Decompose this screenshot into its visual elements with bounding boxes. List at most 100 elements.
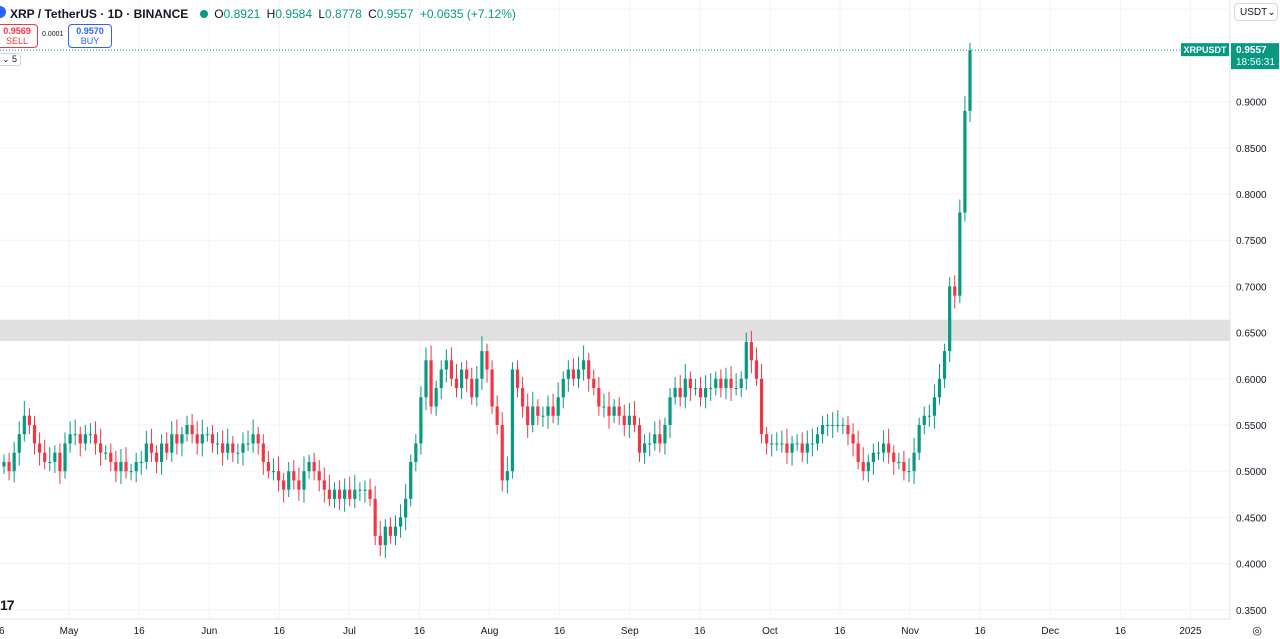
candle-body <box>200 434 204 444</box>
candle-body <box>561 378 565 398</box>
indicators-collapse-button[interactable]: ⌄ 5 <box>0 53 22 66</box>
time-tick-label: 16 <box>134 626 146 637</box>
candle-body <box>180 434 184 444</box>
candle-body <box>226 443 230 453</box>
candle-body <box>648 443 652 445</box>
candle-body <box>190 424 194 435</box>
price-axis-bg <box>1230 0 1280 619</box>
candle-body <box>114 461 118 472</box>
symbol-title[interactable]: XRP / TetherUS · 1D · BINANCE <box>10 7 189 21</box>
candle-body <box>251 434 255 444</box>
candle-body <box>419 397 423 444</box>
candle-body <box>124 461 128 472</box>
candle-body <box>571 369 576 379</box>
candle-body <box>780 443 784 445</box>
candle-body <box>744 341 748 379</box>
candle-body <box>958 212 962 296</box>
candle-body <box>663 424 667 444</box>
candle-body <box>37 443 42 453</box>
candle-body <box>297 480 301 490</box>
resistance-zone <box>0 319 1230 341</box>
candle-body <box>607 406 611 416</box>
time-tick-label: Jun <box>201 626 217 637</box>
candle-body <box>836 424 840 426</box>
candle-body <box>942 351 947 379</box>
sell-price: 0.9569 <box>3 26 31 36</box>
settings-gear-icon[interactable]: ◎ <box>1252 625 1262 637</box>
candle-body <box>826 424 830 426</box>
candle-body <box>287 471 291 490</box>
candle-body <box>368 489 372 499</box>
candle-body <box>729 378 733 389</box>
candle-body <box>256 434 260 444</box>
candle-body <box>709 388 713 390</box>
tradingview-logo[interactable]: 17 <box>0 597 15 613</box>
candle-body <box>500 424 504 481</box>
candle-body <box>221 443 225 453</box>
candle-body <box>332 489 337 499</box>
candle-body <box>139 461 143 463</box>
candle-body <box>592 378 596 389</box>
candle-body <box>241 443 245 453</box>
candle-body <box>541 415 545 417</box>
time-tick-label: Dec <box>1041 626 1059 637</box>
candle-body <box>434 388 438 407</box>
candle-body <box>937 378 942 398</box>
candle-body <box>210 434 215 444</box>
time-tick-label: 16 <box>554 626 566 637</box>
price-tick-label: 0.7500 <box>1236 236 1267 247</box>
candle-body <box>719 378 723 389</box>
chevron-down-icon: ⌄ <box>1267 6 1276 18</box>
candle-body <box>668 397 672 425</box>
candle-body <box>439 369 443 389</box>
candle-body <box>93 434 98 444</box>
candle-body <box>587 360 591 379</box>
buy-button[interactable]: 0.9570 BUY <box>68 24 112 48</box>
open-value: 0.8921 <box>223 7 261 21</box>
candle-body <box>236 452 240 454</box>
candle-body <box>165 443 169 453</box>
candle-body <box>876 452 881 454</box>
candle-body <box>68 434 72 444</box>
candle-body <box>73 434 77 436</box>
candle-body <box>231 443 235 453</box>
symbol-logo-icon[interactable] <box>0 6 6 18</box>
candle-body <box>582 360 586 370</box>
candle-body <box>149 443 154 453</box>
candle-body <box>714 378 718 389</box>
candle-body <box>963 110 967 213</box>
candle-body <box>495 406 499 425</box>
candle-body <box>932 397 937 416</box>
price-tick-label: 0.9000 <box>1236 98 1267 109</box>
time-tick-label: Oct <box>762 626 778 637</box>
candle-body <box>129 471 133 473</box>
candle-body <box>897 461 901 463</box>
candle-body <box>63 443 67 472</box>
candle-body <box>907 471 911 473</box>
price-tick-label: 0.5000 <box>1236 467 1267 478</box>
candle-body <box>515 369 520 389</box>
candle-body <box>317 471 321 481</box>
low-value: 0.8778 <box>325 7 362 21</box>
candle-body <box>653 434 657 444</box>
candle-body <box>348 489 352 499</box>
candle-body <box>7 461 11 472</box>
time-tick-label: 16 <box>975 626 987 637</box>
change-value: +0.0635 (+7.12%) <box>419 7 516 21</box>
currency-select[interactable]: USDT ⌄ <box>1234 3 1278 21</box>
candle-body <box>820 424 825 435</box>
time-tick-label: 16 <box>274 626 286 637</box>
candle-body <box>43 452 47 462</box>
chart-grid <box>0 0 1230 619</box>
candle-body <box>58 452 62 472</box>
candle-body <box>160 443 164 462</box>
time-tick-label: 2025 <box>1179 626 1202 637</box>
time-tick-label: Aug <box>481 626 499 637</box>
sell-button[interactable]: 0.9569 SELL <box>0 24 38 48</box>
candle-body <box>790 443 794 453</box>
candle-body <box>454 378 459 389</box>
indicator-count: 5 <box>12 54 18 64</box>
candle-body <box>693 388 698 390</box>
